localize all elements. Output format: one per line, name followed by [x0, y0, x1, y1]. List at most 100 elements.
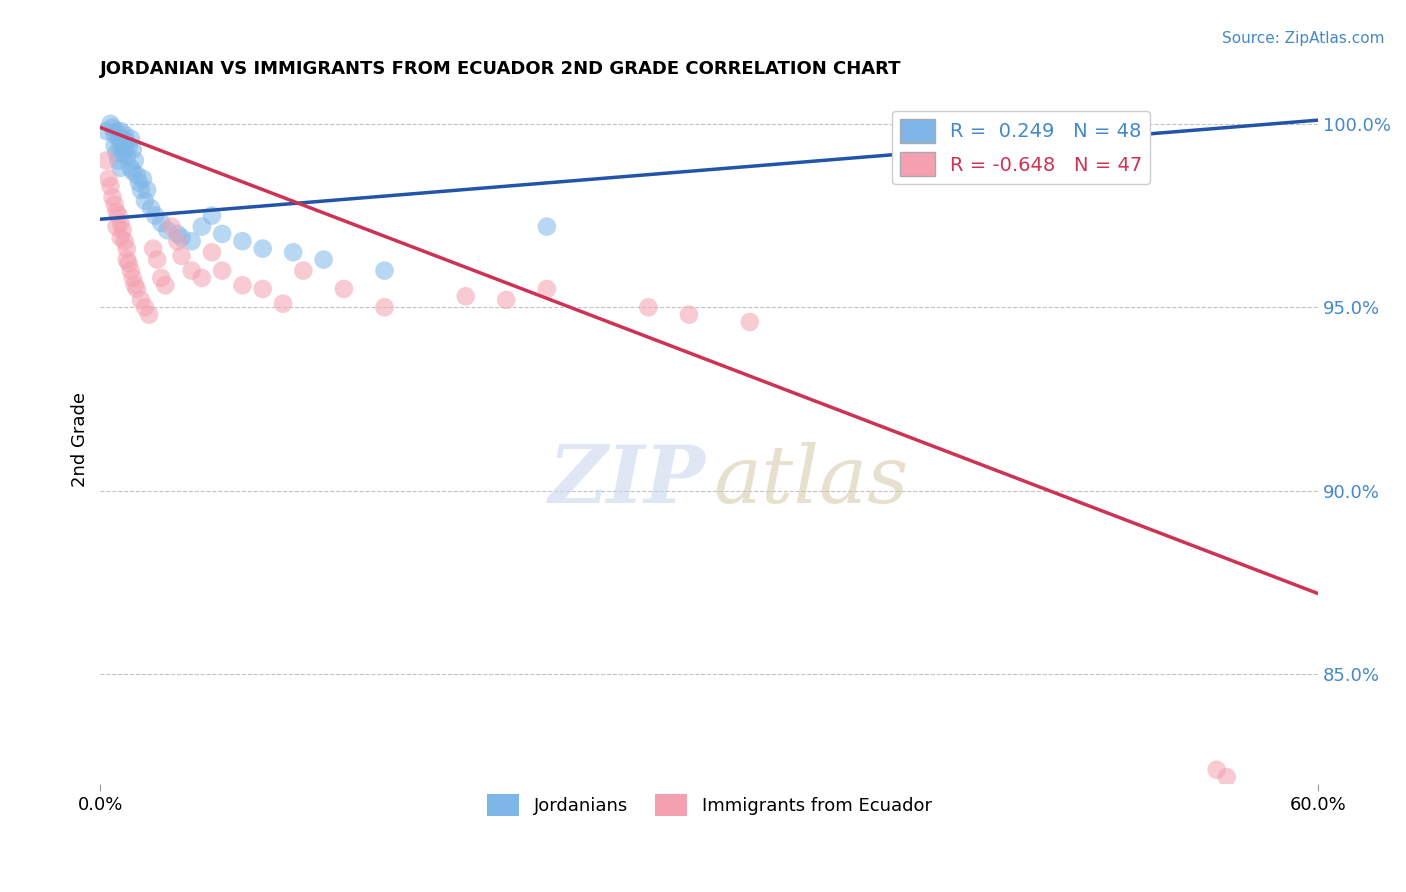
Point [120, 131, 142, 145]
Point [312, 252, 335, 267]
Point [738, 315, 761, 329]
Point [191, 219, 214, 234]
Point [100, 117, 122, 131]
Point [115, 252, 138, 267]
Point [125, 282, 148, 296]
Point [114, 128, 136, 142]
Point [114, 143, 136, 157]
Point [134, 194, 156, 208]
Point [231, 234, 253, 248]
Point [107, 209, 129, 223]
Point [125, 168, 148, 182]
Text: atlas: atlas [713, 442, 908, 519]
Point [170, 249, 193, 263]
Point [271, 296, 294, 310]
Point [107, 131, 129, 145]
Point [111, 223, 134, 237]
Point [283, 245, 305, 260]
Point [103, 138, 125, 153]
Point [134, 301, 156, 315]
Point [110, 124, 132, 138]
Point [115, 150, 138, 164]
Point [333, 282, 356, 296]
Point [96, 124, 118, 138]
Point [110, 230, 132, 244]
Point [373, 263, 395, 277]
Point [103, 197, 125, 211]
Point [191, 271, 214, 285]
Point [114, 234, 136, 248]
Point [170, 230, 193, 244]
Point [1043, 120, 1066, 135]
Point [678, 308, 700, 322]
Y-axis label: 2nd Grade: 2nd Grade [72, 392, 89, 487]
Point [105, 219, 128, 234]
Point [142, 242, 165, 256]
Point [110, 161, 132, 175]
Point [124, 153, 146, 168]
Point [201, 209, 224, 223]
Point [100, 179, 122, 194]
Text: ZIP: ZIP [548, 442, 706, 519]
Point [454, 289, 477, 303]
Point [115, 242, 138, 256]
Point [138, 308, 160, 322]
Point [110, 216, 132, 230]
Point [231, 278, 253, 293]
Point [111, 131, 134, 145]
Point [166, 227, 188, 241]
Point [105, 205, 128, 219]
Point [101, 190, 124, 204]
Point [252, 242, 274, 256]
Point [180, 263, 202, 277]
Point [132, 172, 155, 186]
Point [105, 124, 128, 138]
Point [128, 176, 150, 190]
Point [129, 293, 152, 307]
Point [136, 183, 159, 197]
Point [121, 143, 143, 157]
Point [211, 263, 233, 277]
Point [101, 120, 124, 135]
Point [129, 183, 152, 197]
Point [97, 172, 120, 186]
Point [107, 153, 129, 168]
Point [201, 245, 224, 260]
Point [103, 128, 125, 142]
Point [146, 252, 169, 267]
Point [139, 201, 162, 215]
Point [942, 135, 965, 149]
Point [118, 256, 141, 270]
Point [96, 153, 118, 168]
Point [120, 161, 142, 175]
Point [252, 282, 274, 296]
Point [373, 301, 395, 315]
Point [150, 216, 173, 230]
Legend: Jordanians, Immigrants from Ecuador: Jordanians, Immigrants from Ecuador [479, 788, 939, 823]
Point [536, 219, 558, 234]
Point [180, 234, 202, 248]
Point [156, 223, 179, 237]
Point [110, 138, 132, 153]
Point [115, 135, 138, 149]
Text: Source: ZipAtlas.com: Source: ZipAtlas.com [1222, 31, 1385, 46]
Text: JORDANIAN VS IMMIGRANTS FROM ECUADOR 2ND GRADE CORRELATION CHART: JORDANIAN VS IMMIGRANTS FROM ECUADOR 2ND… [100, 60, 901, 78]
Point [211, 227, 233, 241]
Point [637, 301, 659, 315]
Point [105, 146, 128, 161]
Point [121, 271, 143, 285]
Point [292, 263, 315, 277]
Point [118, 138, 141, 153]
Point [124, 278, 146, 293]
Point [536, 282, 558, 296]
Point [120, 263, 142, 277]
Point [1216, 770, 1239, 784]
Point [150, 271, 173, 285]
Point [111, 146, 134, 161]
Point [166, 234, 188, 248]
Point [121, 164, 143, 178]
Point [155, 278, 177, 293]
Point [1205, 763, 1227, 777]
Point [495, 293, 517, 307]
Point [143, 209, 166, 223]
